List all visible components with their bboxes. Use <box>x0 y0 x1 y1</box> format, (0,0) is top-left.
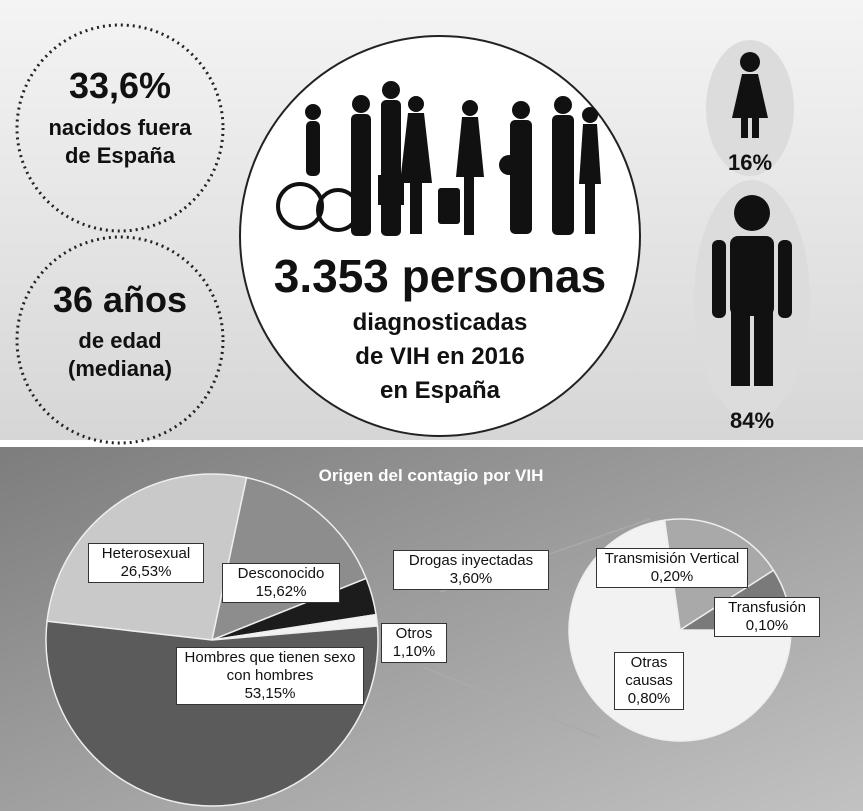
category-label: Heterosexual <box>92 545 200 563</box>
infographic: 33,6% nacidos fuera de España 36 años de… <box>0 0 863 811</box>
women-pct: 16% <box>728 150 772 175</box>
category-label: Hombres que tienen sexo con hombres <box>180 649 360 685</box>
category-label: Otros <box>385 625 443 643</box>
value-label: 3,60% <box>397 570 545 588</box>
category-label: Otras causas <box>618 654 680 690</box>
value-label: 0,10% <box>718 617 816 635</box>
value-label: 53,15% <box>180 685 360 703</box>
total-text: en España <box>380 377 501 404</box>
category-label: Drogas inyectadas <box>397 552 545 570</box>
value-label: 15,62% <box>226 583 336 601</box>
men-pct: 84% <box>730 408 774 433</box>
category-label: Transfusión <box>718 599 816 617</box>
abroad-text: de España <box>65 143 176 168</box>
value-label: 26,53% <box>92 563 200 581</box>
main-circle <box>240 36 640 436</box>
age-text: de edad <box>78 328 161 353</box>
age: 36 años <box>53 279 187 320</box>
canvas: 33,6% nacidos fuera de España 36 años de… <box>0 0 863 811</box>
total: 3.353 personas <box>274 250 606 302</box>
total-text: diagnosticadas <box>353 309 528 336</box>
category-label: Transmisión Vertical <box>600 550 744 568</box>
chart-title: Origen del contagio por VIH <box>319 466 544 485</box>
value-label: 0,80% <box>618 690 680 708</box>
value-label: 0,20% <box>600 568 744 586</box>
category-label: Desconocido <box>226 565 336 583</box>
value-label: 1,10% <box>385 643 443 661</box>
total-text: de VIH en 2016 <box>355 343 524 370</box>
abroad-pct: 33,6% <box>69 65 171 106</box>
abroad-text: nacidos fuera <box>48 115 192 140</box>
age-text: (mediana) <box>68 356 172 381</box>
